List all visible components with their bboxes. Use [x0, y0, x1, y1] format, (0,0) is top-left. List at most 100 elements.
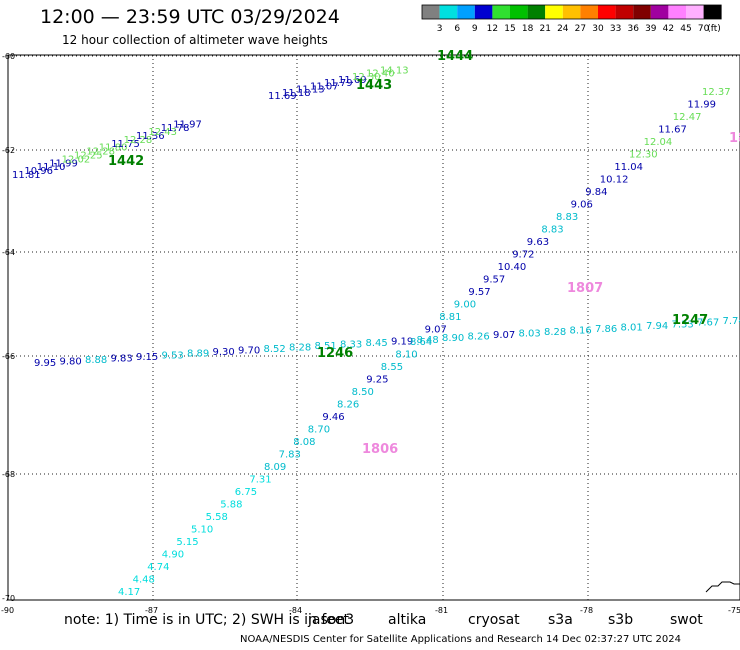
map-title: 12:00 — 23:59 UTC 03/29/2024 — [40, 6, 340, 28]
wave-height-value: 9.06 — [571, 200, 593, 211]
lon-label: -81 — [435, 606, 448, 615]
pass-number-label: 1442 — [108, 154, 144, 169]
wave-height-value: 8.51 — [315, 341, 337, 352]
wave-height-value: 9.19 — [391, 336, 413, 347]
wave-height-value: 12.30 — [352, 72, 381, 83]
legend-swatch — [527, 5, 546, 19]
wave-height-value: 9.46 — [322, 412, 344, 423]
wave-height-value: 12.37 — [702, 87, 731, 98]
legend-swatch — [439, 5, 458, 19]
legend-tick-label: 9 — [472, 24, 478, 34]
lat-label: -66 — [2, 352, 15, 361]
wave-height-value: 12.47 — [673, 112, 702, 123]
wave-height-value: 8.45 — [366, 338, 388, 349]
wave-height-value: 9.00 — [454, 300, 476, 311]
pass-number-label: 18 — [729, 131, 740, 146]
wave-height-value: 11.99 — [687, 100, 716, 111]
pass-number-label: 1807 — [567, 281, 603, 296]
wave-height-value: 9.72 — [512, 250, 534, 261]
legend-swatch — [598, 5, 616, 19]
wave-height-value: 8.33 — [340, 339, 362, 350]
legend-swatch — [510, 5, 528, 19]
wave-height-value: 9.80 — [60, 356, 82, 367]
wave-height-value: 9.07 — [493, 330, 515, 341]
satellite-altika: altika — [388, 612, 427, 628]
map-frame — [7, 54, 740, 601]
legend-swatch — [580, 5, 598, 19]
wave-height-value: 12.43 — [148, 127, 177, 138]
pass-number-label: 1247 — [672, 313, 708, 328]
pass-number-label: 1444 — [437, 49, 473, 64]
wave-height-value: 8.08 — [293, 437, 315, 448]
wave-height-value: 5.58 — [206, 512, 228, 523]
wave-height-value: 5.88 — [220, 500, 242, 511]
lon-label: -87 — [145, 606, 158, 615]
wave-height-value: 7.94 — [646, 321, 668, 332]
legend-tick-label: 27 — [575, 24, 586, 34]
pass-number-label: 1806 — [362, 442, 398, 457]
lon-label: -90 — [1, 606, 14, 615]
wave-height-value: 12.25 — [74, 151, 103, 162]
wave-height-value: 8.26 — [337, 400, 359, 411]
wave-height-value: 10.12 — [600, 175, 629, 186]
wave-height-value: 8.48 — [417, 335, 439, 346]
wave-height-value: 10.40 — [498, 262, 527, 273]
lon-label: -84 — [289, 606, 302, 615]
legend-swatch — [633, 5, 651, 19]
wave-height-value: 11.69 — [338, 75, 367, 86]
wave-height-value: 11.80 — [99, 143, 128, 154]
legend-swatch — [615, 5, 634, 19]
wave-height-value: 8.55 — [381, 362, 403, 373]
wave-height-value: 9.57 — [483, 275, 505, 286]
pass-number-label: 1246 — [317, 346, 353, 361]
wave-height-value: 8.83 — [541, 225, 563, 236]
legend-tick-label: 70 — [698, 24, 710, 34]
wave-height-value: 8.01 — [621, 322, 643, 333]
wave-height-value: 9.95 — [34, 358, 56, 369]
wave-height-value: 9.15 — [136, 352, 158, 363]
map-subtitle: 12 hour collection of altimeter wave hei… — [62, 33, 328, 47]
wave-height-value: 9.53 — [162, 350, 184, 361]
wave-height-value: 4.48 — [133, 575, 155, 586]
legend-tick-label: 33 — [610, 24, 621, 34]
legend-tick-label: 30 — [592, 24, 604, 34]
satellite-jason3: jason3 — [308, 612, 355, 628]
wave-height-value: 4.90 — [162, 550, 184, 561]
footer-note: note: 1) Time is in UTC; 2) SWH is in fe… — [64, 612, 350, 628]
wave-height-value: 4.74 — [147, 562, 169, 573]
legend-tick-label: 15 — [504, 24, 515, 34]
credit-line: NOAA/NESDIS Center for Satellite Applica… — [240, 634, 682, 645]
wave-height-value: 8.10 — [395, 350, 417, 361]
wave-height-value: 11.99 — [49, 158, 78, 169]
wave-height-value: 7.83 — [279, 450, 301, 461]
wave-height-value: 9.63 — [527, 237, 549, 248]
legend-swatch — [492, 5, 510, 19]
wave-height-value: 8.16 — [570, 325, 592, 336]
wave-height-value: 11.13 — [296, 85, 325, 96]
wave-height-value: 11.97 — [173, 119, 202, 130]
pass-number-label: 1443 — [356, 78, 392, 93]
wave-height-value: 11.75 — [111, 139, 140, 150]
wave-height-value: 7.33 — [672, 319, 694, 330]
wave-height-value: 8.03 — [519, 329, 541, 340]
lat-label: -70 — [2, 594, 15, 603]
wave-height-value: 8.50 — [352, 387, 374, 398]
wave-height-value: 5.15 — [176, 537, 198, 548]
lon-label: -75 — [728, 606, 740, 615]
wave-height-value: 8.90 — [442, 333, 464, 344]
legend-swatch — [703, 5, 722, 19]
legend-swatch — [422, 5, 440, 19]
legend-swatch — [545, 5, 563, 19]
wave-height-value: 6.75 — [235, 487, 257, 498]
satellite-swot: swot — [670, 612, 703, 628]
satellite-tracks: 11.8110.9611.1011.9912.0212.2512.2811.80… — [12, 49, 740, 598]
wave-height-value: 11.36 — [136, 131, 165, 142]
wave-height-value: 12.04 — [644, 137, 673, 148]
wave-height-value: 9.07 — [425, 325, 447, 336]
wave-height-value: 8.88 — [85, 355, 107, 366]
legend-tick-label: 42 — [663, 24, 674, 34]
lat-label: -68 — [2, 470, 15, 479]
legend-tick-label: 12 — [487, 24, 498, 34]
legend-tick-label: 3 — [437, 24, 443, 34]
